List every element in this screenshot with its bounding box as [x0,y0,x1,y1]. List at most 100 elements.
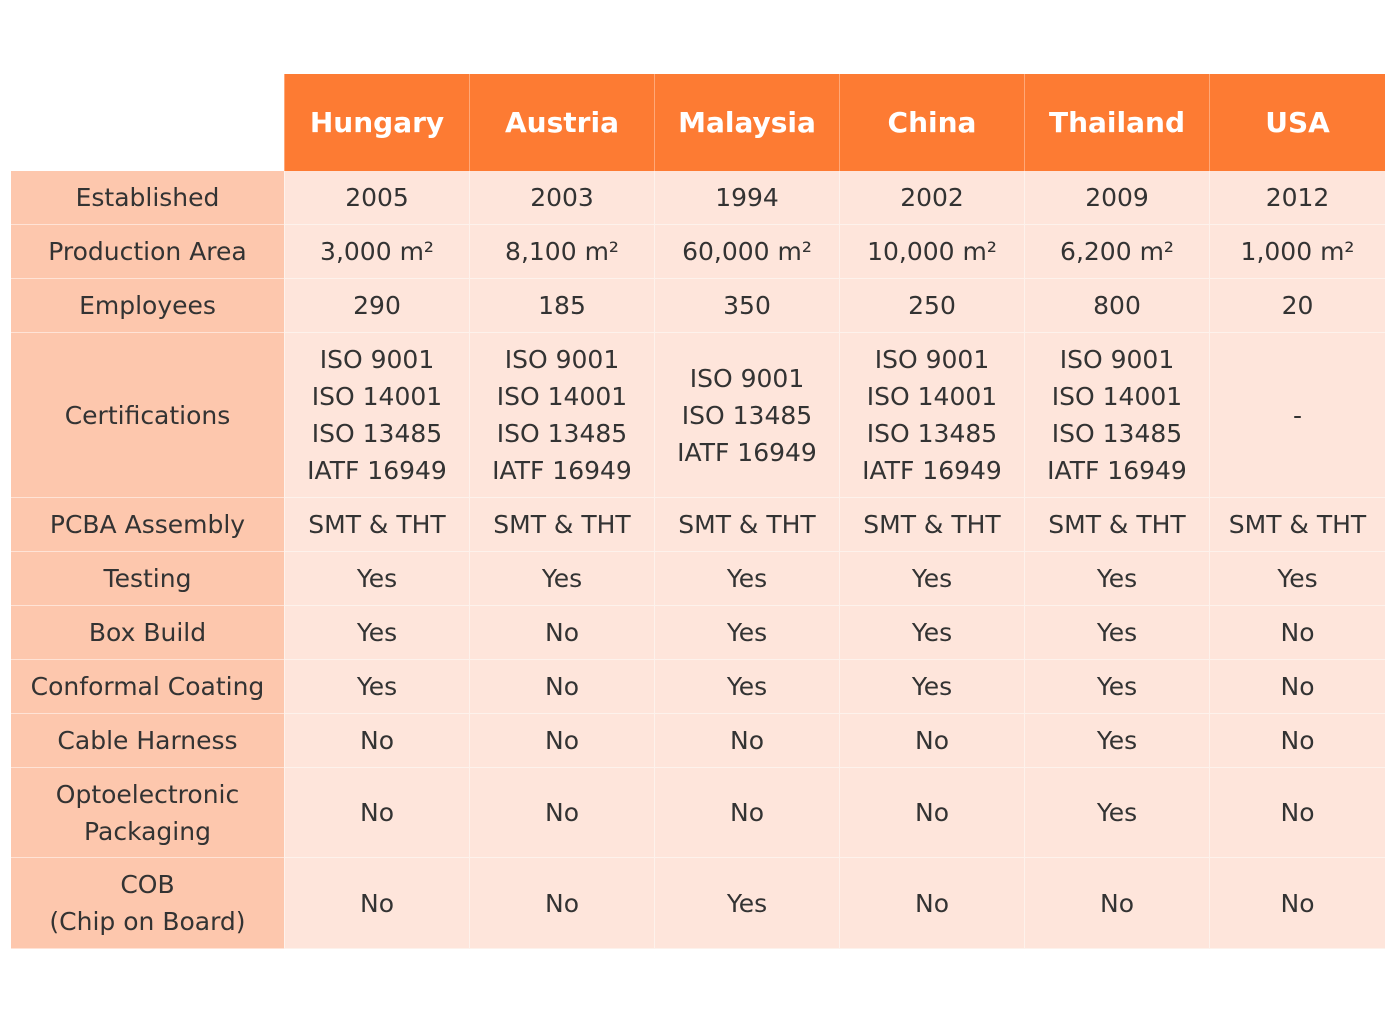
row-label: Employees [11,279,284,333]
cell-line: No [545,672,579,701]
table-cell: No [839,858,1024,949]
cell-text: SMT & THT [493,506,630,543]
column-header: China [839,74,1024,171]
cell-text: Yes [1097,794,1137,831]
table-cell: No [1209,858,1385,949]
table-cell: No [654,714,839,768]
cell-line: IATF 16949 [492,456,632,485]
cell-text: No [1281,668,1315,705]
cell-line: 2012 [1265,183,1330,212]
row-label: Cable Harness [11,714,284,768]
cell-text: SMT & THT [1048,506,1185,543]
table-cell: No [839,768,1024,858]
cell-line: No [730,726,764,755]
table-cell: Yes [654,858,839,949]
cell-text: COB (Chip on Board) [49,866,245,940]
table-cell: No [284,858,469,949]
cell-line: PCBA Assembly [49,510,246,539]
cell-text: 350 [723,287,771,324]
cell-line: No [360,888,394,918]
cell-line: No [915,798,949,827]
table-cell: No [284,768,469,858]
cell-line: - [1292,400,1303,430]
table-cell: No [469,606,654,660]
table-cell: Yes [839,660,1024,714]
cell-text: 1,000 m² [1241,233,1355,270]
cell-text: No [545,794,579,831]
cell-text: ISO 9001 ISO 14001 ISO 13485 IATF 16949 [1047,341,1187,489]
cell-line: 10,000 m² [867,237,997,266]
cell-line: No [915,888,949,918]
cell-text: Optoelectronic Packaging [56,776,239,850]
cell-line: ISO 9001 [689,363,805,393]
table-cell: 2012 [1209,171,1385,225]
table-cell: Yes [1024,768,1209,858]
cell-line: Yes [911,618,953,647]
table-cell: 1994 [654,171,839,225]
cell-line: SMT & THT [1228,510,1367,539]
cell-text: Certifications [65,397,231,434]
cell-text: No [1281,885,1315,922]
column-header: Thailand [1024,74,1209,171]
table-cell: - [1209,333,1385,498]
cell-line: Yes [726,888,768,918]
table-cell: ISO 9001 ISO 14001 ISO 13485 IATF 16949 [1024,333,1209,498]
table-cell: 350 [654,279,839,333]
table-cell: SMT & THT [284,498,469,552]
table-cell: Yes [839,552,1024,606]
cell-line: Packaging [84,816,211,846]
cell-line: (Chip on Board) [49,907,246,936]
cell-text: Testing [104,560,192,597]
cell-line: IATF 16949 [862,456,1002,485]
table-cell: ISO 9001 ISO 14001 ISO 13485 IATF 16949 [284,333,469,498]
cell-line: No [730,798,764,827]
cell-text: No [730,794,764,831]
column-header: Austria [469,74,654,171]
cell-line: 1,000 m² [1240,237,1355,266]
cell-line: 2005 [345,183,409,212]
cell-line: 350 [723,291,771,320]
cell-line: ISO 13485 [681,400,813,430]
table-cell: 10,000 m² [839,225,1024,279]
row-label: PCBA Assembly [11,498,284,552]
cell-line: No [360,726,394,755]
cell-line: 2002 [900,183,964,212]
cell-text: 2002 [900,179,964,216]
table-cell: No [1209,768,1385,858]
column-header: Hungary [284,74,469,171]
table-cell: SMT & THT [839,498,1024,552]
cell-line: SMT & THT [493,510,631,539]
cell-text: - [1293,397,1302,434]
table-cell: Yes [839,606,1024,660]
cell-text: ISO 9001 ISO 14001 ISO 13485 IATF 16949 [862,341,1002,489]
table-cell: Yes [284,660,469,714]
cell-text: No [545,722,579,759]
cell-text: Yes [1097,722,1137,759]
cell-line: No [1280,672,1315,701]
cell-line: Yes [911,564,953,593]
cell-line: Yes [1096,672,1138,701]
table-cell: Yes [654,552,839,606]
comparison-table: Hungary Austria Malaysia China Thailand USA Es… [11,74,1385,949]
cell-text: No [1281,722,1315,759]
cell-text: 2012 [1266,179,1330,216]
cell-line: ISO 14001 [1051,382,1183,411]
table-cell: ISO 9001 ISO 14001 ISO 13485 IATF 16949 [469,333,654,498]
cell-line: Established [75,183,220,212]
table-cell: No [469,714,654,768]
cell-line: ISO 14001 [496,382,628,411]
cell-line: SMT & THT [308,510,446,539]
cell-text: Yes [1097,668,1137,705]
table-cell: No [1209,606,1385,660]
cell-text: Yes [727,614,767,651]
cell-line: 20 [1281,291,1314,320]
table-cell: 250 [839,279,1024,333]
cell-line: Yes [356,618,398,647]
cell-line: No [1100,888,1134,918]
cell-line: 2003 [530,183,594,212]
table-cell: Yes [1024,552,1209,606]
table-cell: 6,200 m² [1024,225,1209,279]
cell-text: 250 [908,287,956,324]
cell-text: Cable Harness [57,722,237,759]
cell-line: 8,100 m² [505,237,619,266]
